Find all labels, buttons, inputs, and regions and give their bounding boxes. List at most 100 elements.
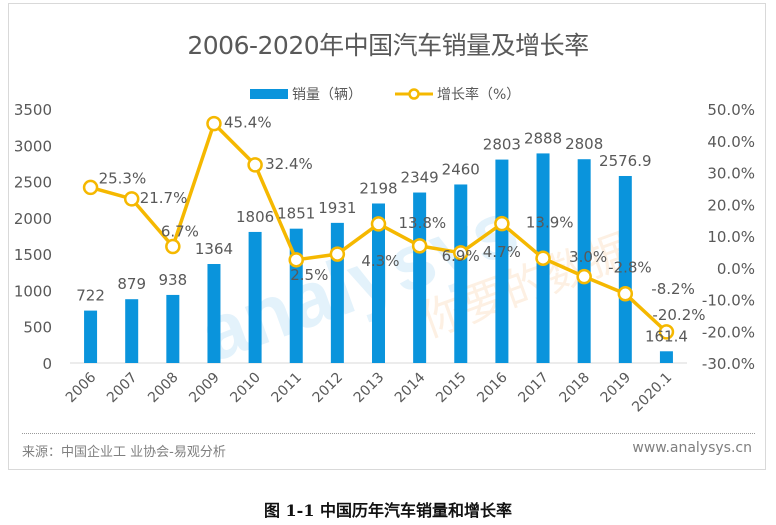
legend-item-sales: 销量（辆） — [250, 84, 362, 104]
x-tick-label: 2017 — [515, 370, 552, 407]
x-tick-label: 2009 — [186, 370, 223, 407]
line-data-label: 45.4% — [224, 114, 272, 132]
bar-2015 — [454, 184, 468, 363]
line-data-label: 32.4% — [265, 155, 313, 173]
line-data-label: 2.5% — [290, 266, 328, 284]
growth-marker-2017 — [535, 250, 551, 266]
x-tick-label: 2007 — [104, 370, 141, 407]
y-right-tick-label: 50.0% — [707, 101, 755, 119]
x-tick-label: 2006 — [63, 369, 100, 406]
line-data-label: 6.7% — [161, 222, 199, 240]
x-tick-label: 2015 — [433, 370, 470, 407]
bar-2014 — [413, 192, 427, 363]
source-text: 来源：中国企业工 业协会-易观分析 — [22, 445, 226, 460]
y-left-tick-label: 1500 — [14, 246, 52, 264]
x-tick-label: 2011 — [269, 370, 306, 407]
growth-marker-2011 — [288, 252, 304, 268]
x-tick-label: 2016 — [474, 369, 511, 406]
bar-data-label: 2198 — [359, 179, 397, 197]
bar-data-label: 2460 — [442, 160, 480, 178]
growth-marker-2013 — [370, 216, 387, 232]
x-tick-label: 2013 — [351, 370, 388, 407]
y-right-tick-label: -20.0% — [702, 323, 755, 341]
line-data-label: 25.3% — [99, 169, 147, 187]
chart-frame — [8, 3, 766, 470]
line-data-label: 13.8% — [399, 214, 447, 232]
y-left-tick-label: 2000 — [14, 210, 52, 228]
line-data-label: -2.8% — [608, 259, 652, 277]
bar-2007 — [125, 299, 139, 363]
bar-2018 — [577, 159, 591, 363]
y-right-tick-label: -10.0% — [702, 292, 755, 310]
legend-item-growth: 增长率（%） — [395, 84, 520, 104]
y-left-tick-label: 500 — [23, 319, 52, 337]
bar-data-label: 2888 — [524, 129, 562, 147]
growth-marker-2008 — [165, 238, 181, 255]
footer-separator — [22, 433, 755, 434]
legend-bar-swatch — [250, 89, 288, 99]
bar-2009 — [207, 264, 221, 363]
line-data-label: 13.9% — [526, 214, 574, 232]
y-right-tick-label: 10.0% — [707, 228, 755, 246]
y-right-tick-label: 30.0% — [707, 165, 755, 183]
x-tick-label: 2018 — [556, 370, 593, 407]
line-data-label: 3.0% — [569, 248, 607, 266]
legend-line-swatch — [395, 88, 433, 100]
bar-data-label: 938 — [159, 271, 188, 289]
x-tick-label: 2019 — [598, 370, 635, 407]
bar-data-label: 1931 — [318, 199, 356, 217]
bar-data-label: 2803 — [483, 136, 521, 154]
legend-label-sales: 销量（辆） — [292, 87, 362, 103]
bar-data-label: 2576.9 — [599, 152, 652, 170]
y-left-tick-label: 1000 — [14, 282, 52, 300]
growth-marker-2012 — [329, 246, 346, 262]
x-tick-label: 2014 — [392, 369, 429, 406]
line-data-label: 21.7% — [140, 189, 188, 207]
bar-data-label: 2349 — [401, 169, 439, 187]
bar-2020.1 — [659, 351, 673, 363]
growth-marker-2010 — [247, 157, 263, 173]
legend: 销量（辆） 增长率（%） — [0, 84, 776, 104]
y-left-tick-label: 3500 — [14, 101, 52, 119]
bar-2013 — [372, 203, 385, 363]
bar-data-label: 1364 — [195, 240, 233, 258]
x-tick-label: 2008 — [145, 370, 182, 407]
bar-data-label: 879 — [117, 275, 146, 293]
y-left-tick-label: 3000 — [14, 137, 52, 155]
bar-data-label: 161.4 — [645, 327, 688, 345]
growth-marker-2016 — [494, 215, 510, 232]
bar-2012 — [330, 222, 344, 363]
growth-marker-2014 — [411, 238, 428, 254]
growth-marker-2006 — [82, 179, 99, 196]
legend-label-growth: 增长率（%） — [437, 87, 521, 103]
line-data-label: 4.7% — [483, 243, 521, 261]
growth-marker-2018 — [576, 268, 592, 285]
y-right-tick-label: 20.0% — [707, 196, 755, 214]
bar-data-label: 722 — [76, 287, 105, 305]
growth-marker-2019 — [617, 286, 634, 302]
x-tick-label: 2020.1 — [629, 370, 675, 416]
bar-2016 — [495, 159, 509, 363]
chart-title: 2006-2020年中国汽车销量及增长率 — [187, 31, 589, 60]
y-right-tick-label: 40.0% — [707, 133, 755, 151]
growth-marker-2015 — [453, 245, 469, 261]
y-right-tick-label: -30.0% — [702, 355, 755, 373]
x-tick-label: 2010 — [227, 370, 264, 407]
growth-marker-2020.1 — [658, 324, 675, 340]
bar-2019 — [618, 175, 632, 363]
y-left-tick-label: 0 — [42, 355, 52, 373]
line-data-label: -20.2% — [652, 306, 705, 324]
line-data-label: -8.2% — [651, 280, 695, 298]
line-data-label: 4.3% — [361, 252, 399, 270]
growth-marker-2007 — [123, 191, 140, 207]
bar-2010 — [248, 231, 262, 363]
figure-caption: 图 1-1 中国历年汽车销量和增长率 — [263, 501, 513, 520]
bar-data-label: 1851 — [277, 205, 315, 223]
bar-2006 — [84, 310, 98, 363]
y-right-tick-label: 0.0% — [717, 260, 755, 278]
y-left-tick-label: 2500 — [14, 174, 52, 192]
growth-marker-2009 — [206, 115, 222, 132]
bar-data-label: 1806 — [236, 208, 274, 226]
x-tick-label: 2012 — [310, 370, 347, 407]
